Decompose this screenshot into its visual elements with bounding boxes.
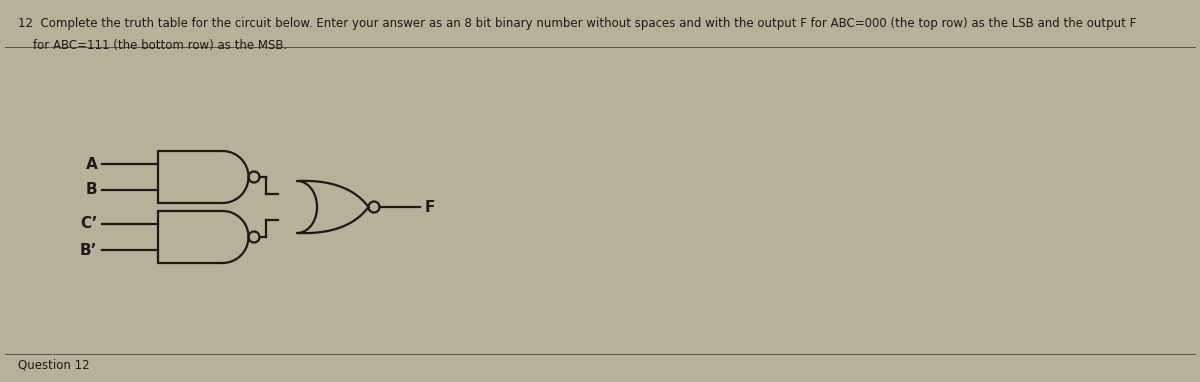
Text: C’: C’ [80,217,97,231]
Text: Question 12: Question 12 [18,358,90,371]
Text: for ABC=111 (the bottom row) as the MSB.: for ABC=111 (the bottom row) as the MSB. [18,39,287,52]
Text: B’: B’ [80,243,97,257]
Text: A: A [85,157,97,172]
Text: F: F [425,199,434,215]
Text: B: B [86,183,97,197]
Text: 12  Complete the truth table for the circuit below. Enter your answer as an 8 bi: 12 Complete the truth table for the circ… [18,17,1136,30]
